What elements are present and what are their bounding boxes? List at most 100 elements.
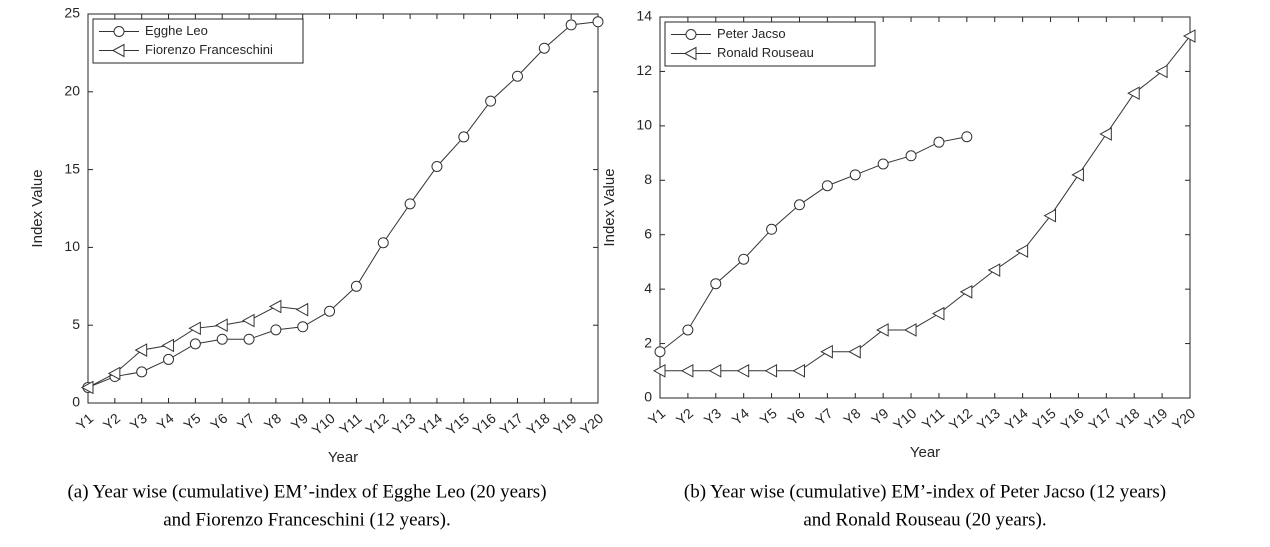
marker: [189, 338, 201, 350]
y-tick-label: 10: [64, 238, 80, 254]
marker: [987, 263, 1001, 277]
y-axis-label: Index Value: [29, 169, 46, 247]
legend-box: [92, 18, 304, 64]
x-tick-label: Y16: [1057, 405, 1087, 433]
x-tick-label: Y20: [1169, 405, 1199, 433]
series-line: [660, 35, 1191, 372]
marker: [295, 302, 309, 317]
marker: [905, 150, 917, 162]
x-tick-label: Y11: [919, 405, 948, 433]
x-tick-label: Y17: [1085, 405, 1115, 433]
marker: [350, 280, 362, 292]
x-tick-label: Y15: [1029, 405, 1059, 433]
marker: [243, 333, 255, 345]
x-tick-label: Y8: [261, 410, 285, 433]
marker: [904, 323, 917, 337]
legend-box: [664, 21, 876, 67]
marker: [792, 363, 805, 378]
marker: [565, 19, 577, 31]
x-tick-label: Y19: [550, 410, 580, 438]
x-tick-label: Y18: [1113, 405, 1143, 433]
marker: [1071, 168, 1084, 182]
marker: [1015, 244, 1029, 258]
x-axis-label: Year: [910, 444, 940, 461]
y-tick-label: 20: [64, 83, 80, 99]
x-tick-label: Y2: [673, 405, 697, 428]
marker: [107, 366, 121, 381]
y-tick-label: 4: [644, 280, 652, 296]
y-tick-label: 2: [644, 334, 652, 350]
x-tick-label: Y8: [840, 405, 864, 428]
marker: [933, 136, 945, 148]
marker: [1182, 29, 1196, 43]
marker: [188, 321, 201, 336]
caption: (b) Year wise (cumulative) EM’-index of …: [684, 481, 1166, 502]
marker: [654, 346, 666, 358]
marker: [216, 333, 228, 345]
marker: [161, 338, 175, 353]
x-tick-label: Y2: [100, 410, 124, 433]
marker: [849, 169, 861, 181]
legend-label: Peter Jacso: [717, 26, 786, 41]
x-tick-label: Y4: [153, 410, 177, 433]
marker: [820, 344, 833, 359]
marker: [683, 46, 697, 61]
series-line: [659, 136, 967, 353]
marker: [242, 313, 255, 328]
y-tick-label: 15: [64, 160, 80, 176]
marker: [163, 353, 175, 365]
marker: [959, 285, 973, 299]
x-tick-label: Y4: [729, 405, 753, 428]
x-tick-label: Y12: [362, 410, 392, 438]
marker: [592, 16, 604, 28]
marker: [931, 306, 945, 321]
x-tick-label: Y17: [496, 410, 526, 438]
marker: [134, 343, 148, 357]
x-tick-label: Y10: [890, 405, 920, 433]
marker: [848, 344, 861, 359]
marker: [297, 321, 309, 333]
marker: [682, 324, 694, 336]
marker: [876, 323, 889, 337]
marker: [1155, 64, 1168, 79]
y-tick-label: 25: [64, 5, 80, 21]
x-tick-label: Y13: [974, 405, 1004, 433]
marker: [1099, 127, 1112, 141]
y-axis-label: Index Value: [601, 168, 618, 246]
y-tick-label: 6: [644, 225, 652, 241]
y-tick-label: 12: [636, 62, 652, 78]
x-tick-label: Y3: [127, 410, 151, 433]
legend-label: Ronald Rouseau: [717, 45, 814, 60]
marker: [793, 199, 805, 211]
marker: [485, 95, 497, 107]
x-tick-label: Y20: [577, 410, 607, 438]
marker: [268, 299, 282, 314]
caption: and Ronald Rouseau (20 years).: [803, 509, 1046, 530]
x-tick-label: Y19: [1141, 405, 1171, 433]
marker: [680, 363, 694, 378]
marker: [113, 26, 125, 37]
x-tick-label: Y11: [336, 410, 365, 438]
marker: [511, 70, 523, 82]
marker: [764, 363, 778, 378]
y-tick-label: 10: [636, 117, 652, 133]
marker: [324, 305, 336, 317]
x-tick-label: Y9: [288, 410, 312, 433]
marker: [377, 237, 389, 249]
marker: [431, 160, 443, 172]
y-tick-label: 14: [636, 8, 652, 24]
caption: (a) Year wise (cumulative) EM’-index of …: [67, 481, 546, 502]
x-tick-label: Y14: [416, 410, 446, 438]
marker: [710, 278, 722, 290]
x-tick-label: Y15: [443, 410, 473, 438]
x-tick-label: Y6: [207, 410, 231, 433]
x-tick-label: Y6: [784, 405, 808, 428]
marker: [738, 253, 750, 265]
legend-label: Fiorenzo Franceschini: [145, 42, 273, 57]
x-tick-label: Y16: [470, 410, 500, 438]
marker: [821, 180, 833, 192]
marker: [708, 363, 722, 378]
marker: [766, 223, 778, 235]
marker: [736, 363, 750, 378]
